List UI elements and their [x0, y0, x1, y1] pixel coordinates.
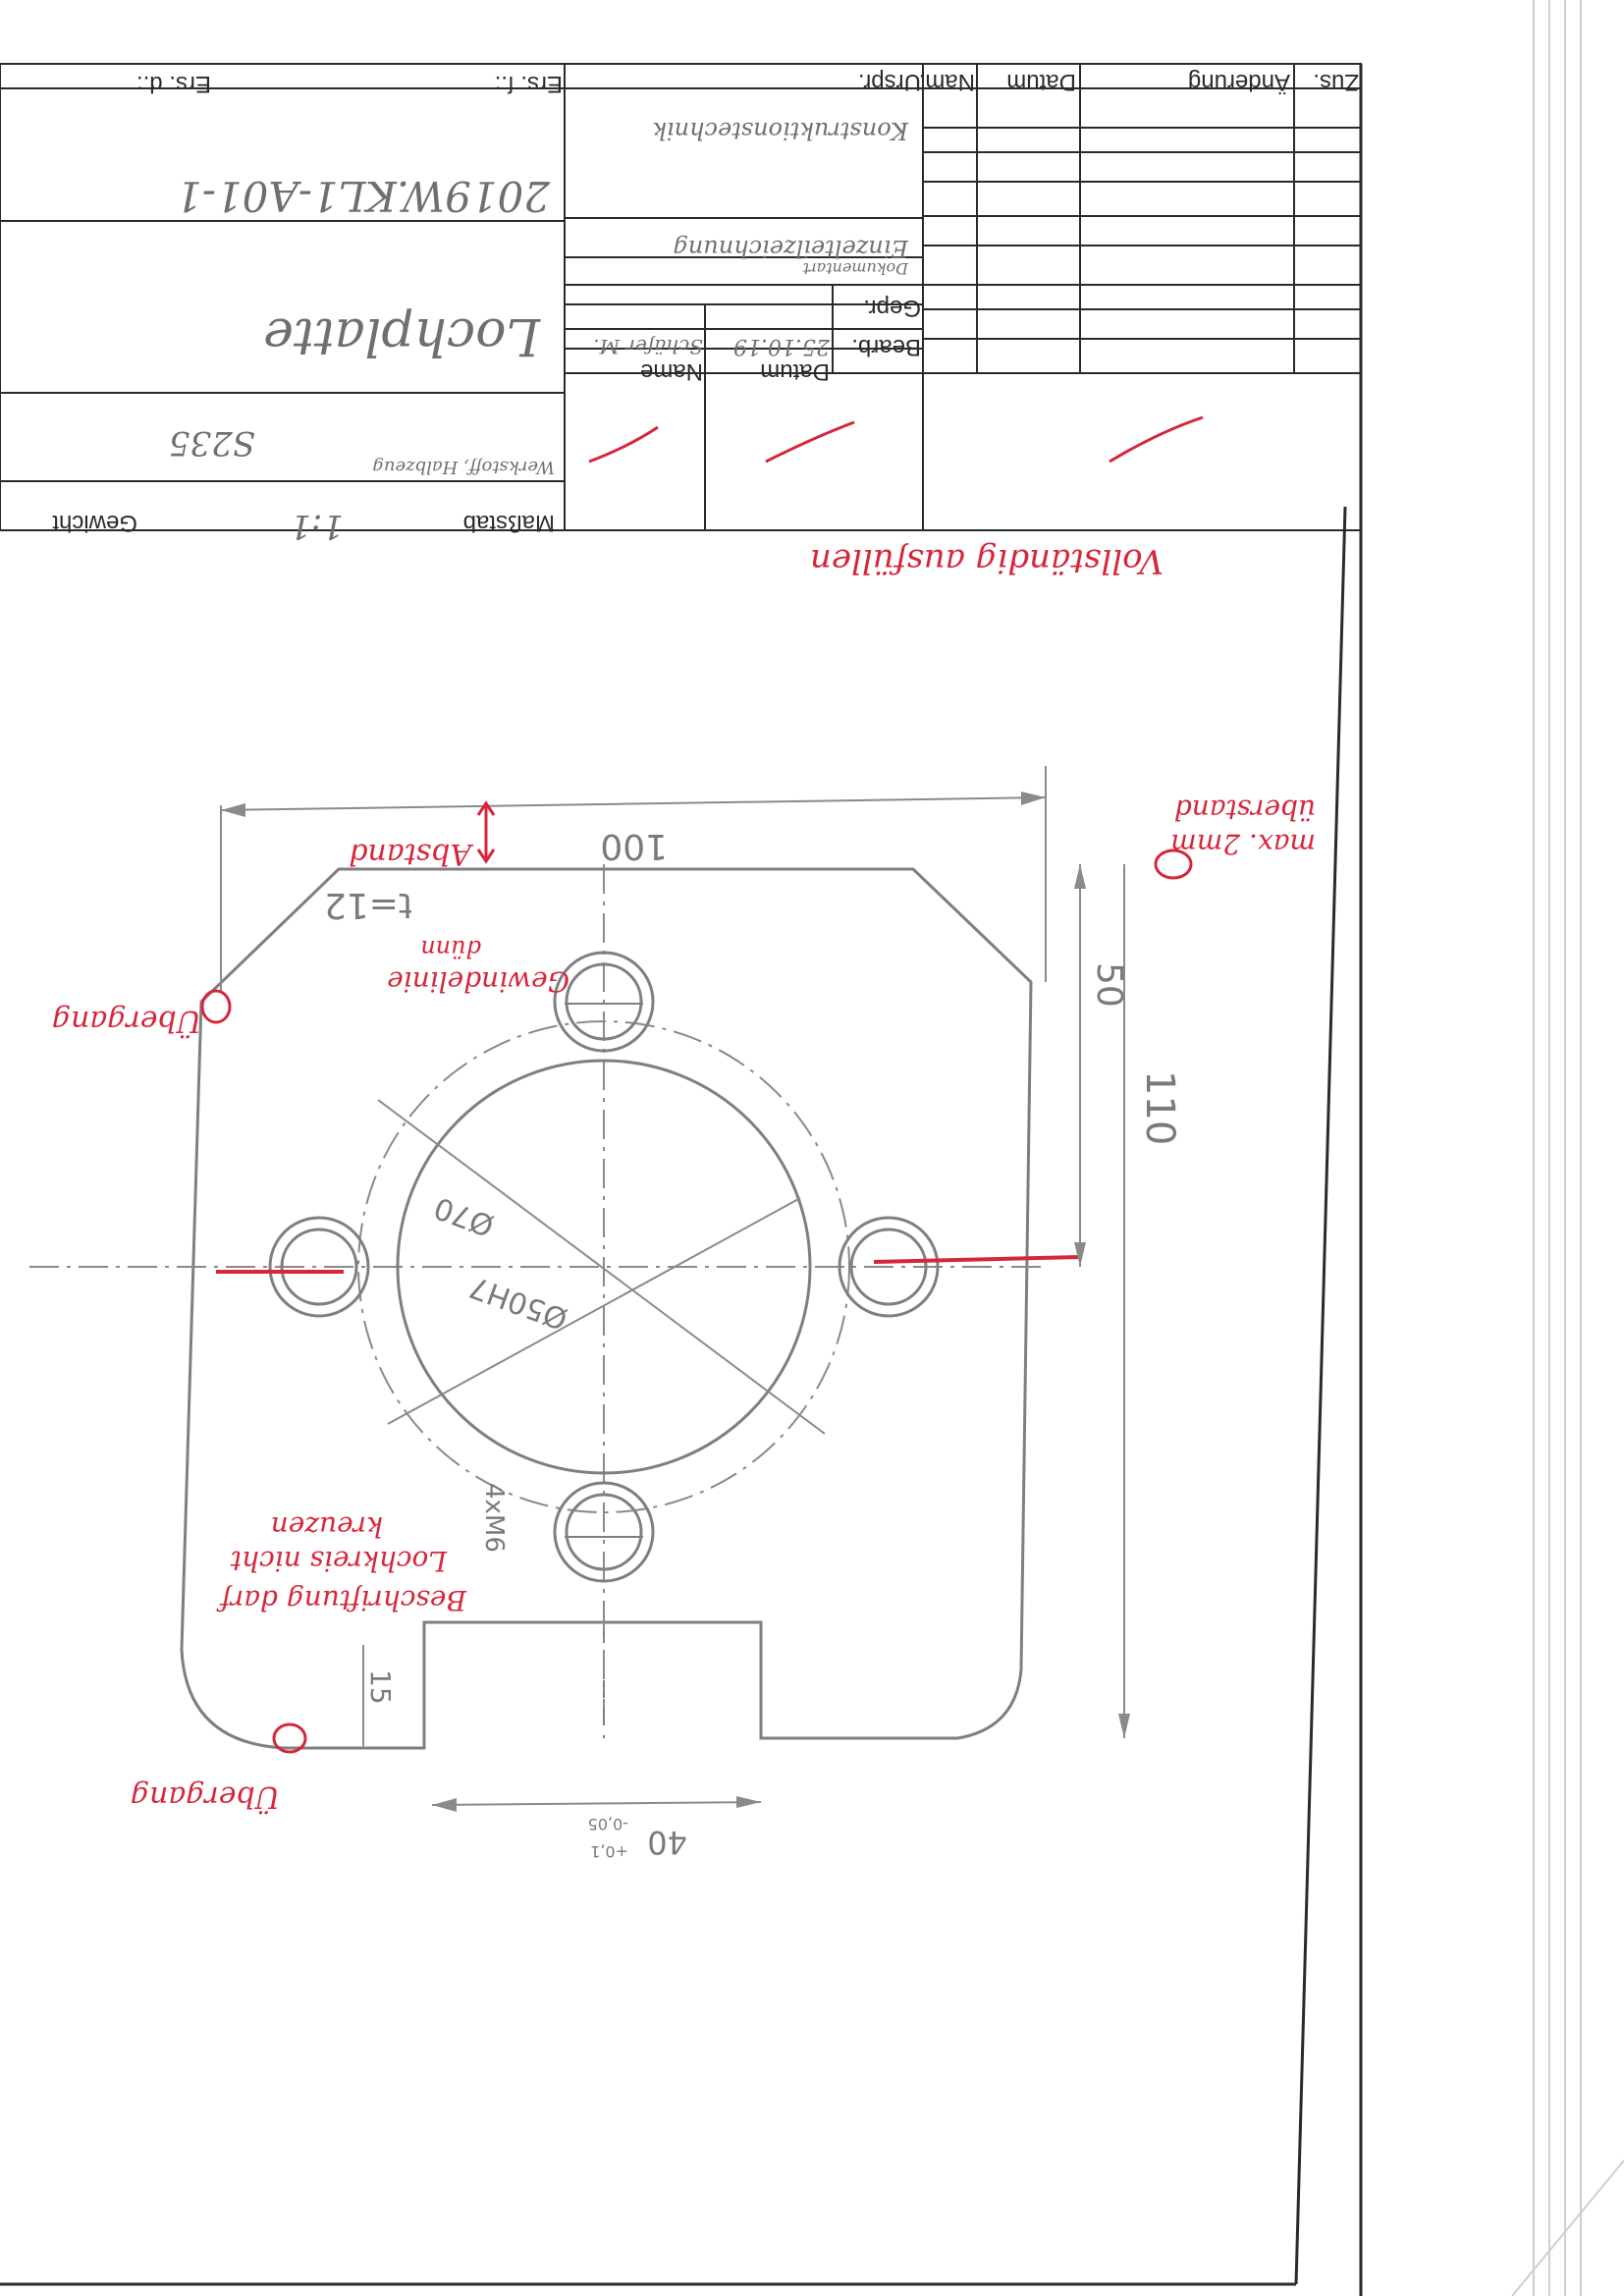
title-block-text: Zus. Änderung Datum Nam. Urspr. Ers. f.:…	[52, 69, 1359, 546]
dim-threads: 4xM6	[479, 1483, 509, 1553]
drawing-frame	[0, 64, 1363, 2296]
drawing-number: 2019W.KL1-A01-1	[176, 172, 551, 220]
red-check-marks	[588, 415, 1204, 464]
dim-thickness: t=12	[324, 885, 412, 925]
dim-width: 100	[600, 826, 668, 866]
dim-slot-tol-upper: +0,1	[590, 1842, 628, 1861]
bearb-date: 25.10.19	[733, 334, 831, 358]
red-thread-lines	[216, 1255, 1081, 1274]
note-beschriftung-1: Beschriftung darf	[216, 1584, 467, 1616]
dimension-lines	[220, 766, 1125, 1806]
dimension-arrows	[221, 792, 1130, 1812]
werkstoff-value: S235	[169, 423, 255, 463]
threaded-holes	[268, 951, 940, 1583]
bearb-name: Schäfer M.	[593, 335, 703, 358]
institution: Konstruktionstechnik	[652, 117, 909, 144]
dim-bore: Ø50H7	[465, 1269, 572, 1336]
dim-slot-width: 40	[647, 1824, 687, 1861]
drawing-title: Lochplatte	[263, 306, 541, 365]
massstab-value: 1:1	[290, 507, 344, 546]
gepr-label: Gepr.	[863, 295, 921, 321]
note-max-overhang-1: max. 2mm	[1170, 828, 1316, 860]
werkstoff-label: Werkstoff, Halbzeug	[372, 457, 555, 477]
note-gewinde-1: Gewindelinie	[387, 965, 569, 998]
dim-slot-tol-lower: -0,05	[588, 1815, 628, 1833]
page-edge-strip	[1511, 0, 1624, 2296]
red-markup-shapes	[200, 800, 1193, 1754]
part-outline	[180, 867, 1033, 1750]
note-uebergang-left: Übergang	[52, 1004, 201, 1039]
doc-type-small: Dokumentart	[802, 259, 909, 278]
note-fill-completely: Vollständig ausfüllen	[810, 541, 1164, 580]
datum-label: Datum	[760, 358, 830, 385]
massstab-label: Maßstab	[463, 510, 555, 536]
ers-d-label: Ers. d.:	[136, 71, 211, 97]
name-label: Name	[640, 358, 703, 385]
title-block	[0, 63, 1362, 531]
doc-type: Einzelteilzeichnung	[673, 235, 909, 262]
header-nam: Nam.	[919, 69, 975, 95]
dim-slot-depth: 15	[364, 1669, 397, 1705]
header-datum: Datum	[1006, 69, 1076, 95]
header-aenderung: Änderung	[1188, 69, 1290, 95]
dim-offset-top: 50	[1089, 962, 1129, 1008]
note-uebergang-bottom: Übergang	[131, 1779, 280, 1815]
bearb-label: Bearb.	[851, 334, 921, 360]
note-max-overhang-2: überstand	[1174, 793, 1316, 826]
red-annotations: Vollständig ausfüllen max. 2mm überstand…	[52, 541, 1316, 1815]
note-abstand: Abstand	[349, 837, 474, 871]
note-beschriftung-3: kreuzen	[271, 1510, 383, 1543]
header-zus: Zus.	[1313, 69, 1359, 95]
gewicht-label: Gewicht	[52, 510, 137, 536]
dim-height: 110	[1137, 1070, 1182, 1145]
center-bore	[396, 1059, 812, 1475]
dim-hole-circle: Ø70	[430, 1189, 499, 1242]
note-beschriftung-2: Lochkreis nicht	[230, 1545, 448, 1577]
dimension-text: 100 50 110 t=12 Ø70 Ø50H7 4xM6 15 40 +0,…	[324, 826, 1182, 1861]
ers-f-label: Ers. f.:	[495, 71, 563, 97]
header-ursprung: Urspr.	[858, 69, 921, 95]
note-gewinde-2: dünn	[420, 935, 481, 962]
